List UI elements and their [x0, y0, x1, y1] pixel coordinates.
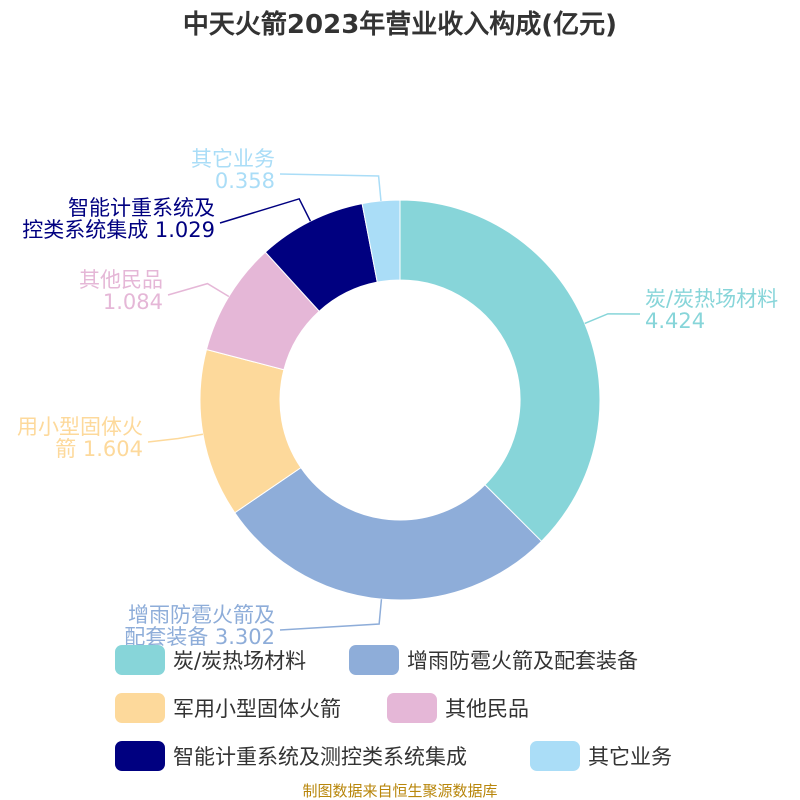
leader-line-1 — [279, 599, 383, 631]
slice-5 — [361, 199, 401, 283]
leader-line-2 — [147, 433, 204, 443]
legend-label-5: 其它业务 — [588, 745, 672, 769]
slice-1 — [234, 466, 543, 601]
leader-line-0 — [584, 313, 641, 325]
slice-0 — [399, 199, 601, 543]
source-note: 制图数据来自恒生聚源数据库 — [302, 782, 497, 800]
slice-label-2-line-1: 箭 1.604 — [55, 437, 143, 461]
legend-swatch-4 — [115, 741, 165, 771]
slice-label-2-line-0: 用小型固体火 — [17, 415, 143, 439]
legend-label-3: 其他民品 — [445, 697, 529, 721]
leader-line-4 — [219, 197, 312, 224]
slice-label-3-line-1: 1.084 — [103, 290, 163, 314]
legend-swatch-1 — [349, 645, 399, 675]
legend-swatch-0 — [115, 645, 165, 675]
legend-swatch-2 — [115, 693, 165, 723]
slice-label-3-line-0: 其他民品 — [79, 268, 163, 292]
slice-label-0-line-0: 炭/炭热场材料 — [645, 287, 778, 311]
slices — [199, 199, 601, 601]
slice-label-0-line-1: 4.424 — [645, 309, 705, 333]
slice-label-4-line-1: 控类系统集成 1.029 — [22, 218, 215, 242]
legend-label-1: 增雨防雹火箭及配套装备 — [407, 649, 638, 673]
legend-swatch-5 — [530, 741, 580, 771]
slice-label-1-line-0: 增雨防雹火箭及 — [128, 603, 275, 627]
legend-label-2: 军用小型固体火箭 — [173, 697, 341, 721]
legend-label-4: 智能计重系统及测控类系统集成 — [173, 745, 467, 769]
slice-label-5-line-1: 0.358 — [215, 169, 275, 193]
leader-line-5 — [279, 173, 382, 201]
legend-label-0: 炭/炭热场材料 — [173, 649, 306, 673]
leader-line-3 — [167, 282, 230, 298]
legend-swatch-3 — [387, 693, 437, 723]
slice-label-5-line-0: 其它业务 — [191, 147, 275, 171]
slice-label-4-line-0: 智能计重系统及 — [68, 196, 215, 220]
chart-title: 中天火箭2023年营业收入构成(亿元) — [183, 9, 617, 40]
